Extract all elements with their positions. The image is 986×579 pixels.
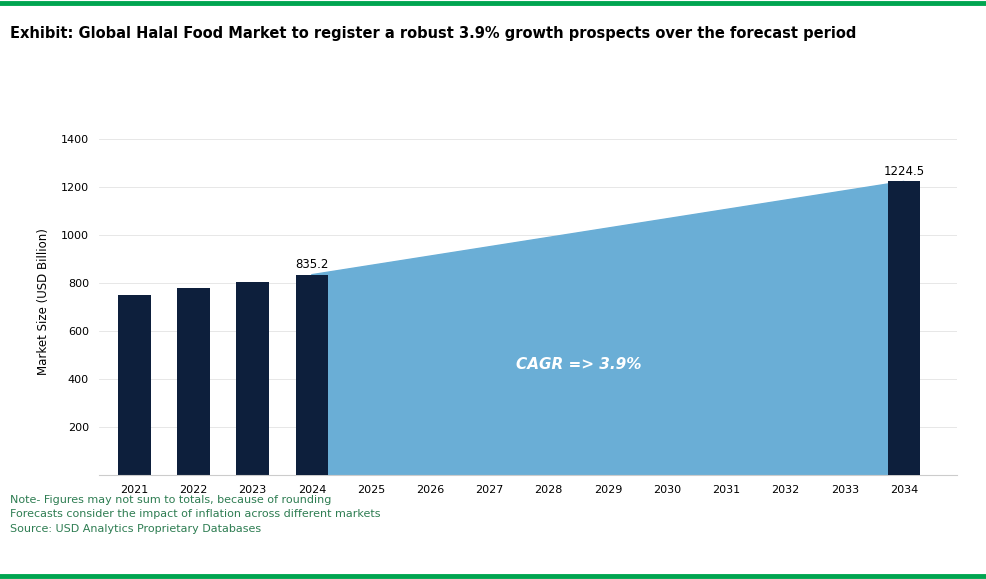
Polygon shape <box>312 181 903 475</box>
Bar <box>236 282 268 475</box>
Text: 1224.5: 1224.5 <box>882 165 924 178</box>
Text: Exhibit: Global Halal Food Market to register a robust 3.9% growth prospects ove: Exhibit: Global Halal Food Market to reg… <box>10 26 856 41</box>
Text: CAGR => 3.9%: CAGR => 3.9% <box>515 357 641 372</box>
Text: 835.2: 835.2 <box>295 258 328 271</box>
Text: Note- Figures may not sum to totals, because of rounding
Forecasts consider the : Note- Figures may not sum to totals, bec… <box>10 495 380 534</box>
Bar <box>176 288 209 475</box>
Y-axis label: Market Size (USD Billion): Market Size (USD Billion) <box>36 228 49 375</box>
Bar <box>117 295 150 475</box>
Bar <box>295 274 327 475</box>
Bar <box>886 181 919 475</box>
